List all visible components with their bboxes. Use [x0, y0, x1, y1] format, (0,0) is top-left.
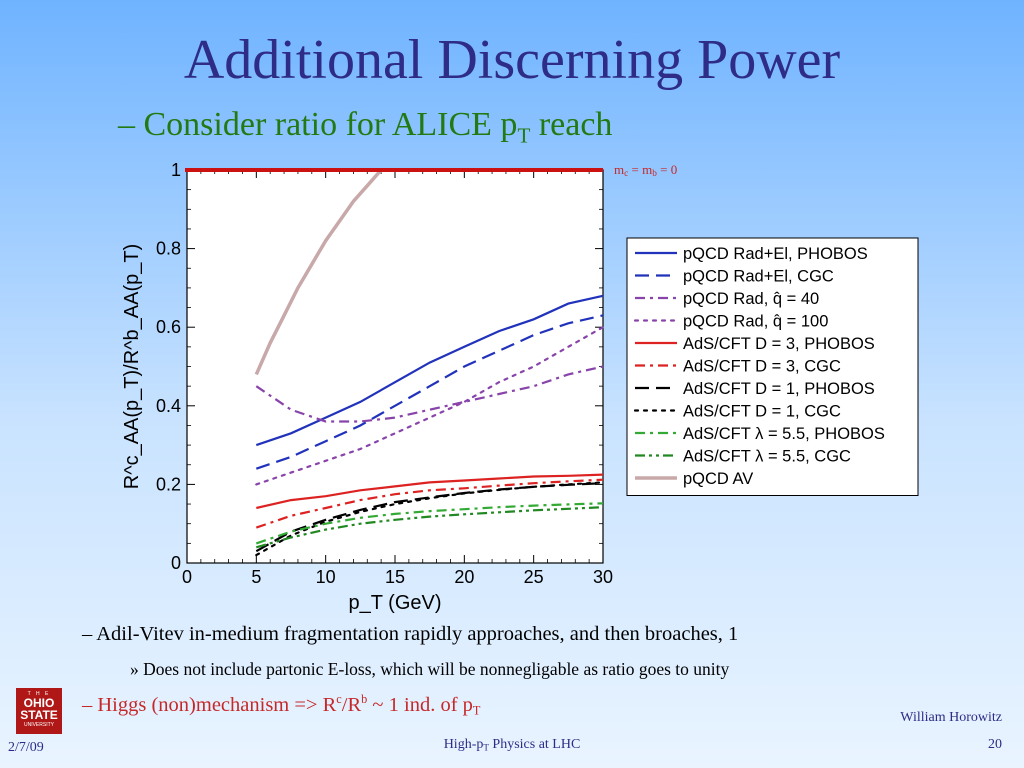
- legend-label: AdS/CFT D = 1, PHOBOS: [683, 380, 875, 398]
- series-line-3: [255, 326, 605, 486]
- series-line-1: [255, 314, 604, 470]
- x-tick-label: 0: [182, 567, 192, 587]
- bullet3-sub: T: [472, 703, 481, 718]
- series-line-8: [255, 502, 604, 545]
- y-tick-label: 0.6: [156, 317, 181, 337]
- x-tick-label: 5: [251, 567, 261, 587]
- bullet3-a: – Higgs (non)mechanism => R: [82, 693, 337, 716]
- mass-annotation: mc = mb = 0: [614, 162, 677, 179]
- logo-top: T H E: [27, 691, 51, 697]
- x-axis-label: p_T (GeV): [349, 592, 442, 614]
- series-line-5: [255, 478, 604, 529]
- y-tick-label: 0.2: [156, 474, 181, 494]
- slide-title: Additional Discerning Power: [183, 29, 841, 91]
- bullet3-sup2: b: [361, 692, 368, 706]
- plot-area: [186, 169, 604, 564]
- footer-author: William Horowitz: [900, 710, 1002, 725]
- legend-label: AdS/CFT D = 3, PHOBOS: [683, 335, 875, 353]
- legend-label: AdS/CFT λ = 5.5, PHOBOS: [683, 425, 885, 443]
- subtitle-prefix: – Consider ratio for ALICE p: [118, 106, 518, 143]
- chart-container: 0 5 10 15 20 25 30 0 0.2 0.4 0.6 0.8 1 p_T (GeV) R^c_A…: [110, 155, 930, 625]
- x-tick-label: 15: [385, 567, 405, 587]
- bullet-adil-vitev: – Adil-Vitev in-medium fragmentation rap…: [82, 623, 739, 645]
- subtitle-sub: T: [517, 123, 531, 148]
- footer-title: High-pT Physics at LHC: [0, 737, 1024, 753]
- page-number: 20: [988, 737, 1002, 752]
- series-line-9: [256, 506, 604, 549]
- legend-label: pQCD Rad, q̂ = 40: [683, 290, 819, 308]
- series-line-0: [255, 294, 604, 447]
- mass-mid: = m: [628, 162, 653, 177]
- bullet3-c: ~ 1 ind. of p: [367, 693, 473, 716]
- ohio-state-logo: T H E OHIO STATE UNIVERSITY: [16, 688, 62, 734]
- ratio-chart: 0 5 10 15 20 25 30 0 0.2 0.4 0.6 0.8 1 p_T (GeV) R^c_A…: [121, 160, 919, 614]
- subtitle-suffix: reach: [530, 106, 613, 143]
- mass-a: m: [614, 162, 625, 177]
- series-line-7: [255, 481, 605, 557]
- legend-label: pQCD Rad+El, CGC: [683, 268, 834, 286]
- legend-label: AdS/CFT D = 3, CGC: [683, 358, 841, 376]
- y-tick-label: 0.4: [156, 396, 181, 416]
- bullet-partonic-eloss: » Does not include partonic E-loss, whic…: [130, 659, 730, 679]
- legend-label: pQCD AV: [683, 470, 753, 488]
- bullet3-sup1: c: [336, 692, 342, 706]
- x-tick-label: 10: [316, 567, 336, 587]
- legend-box: [626, 237, 919, 496]
- logo-bottom: UNIVERSITY: [23, 722, 54, 728]
- legend-label: AdS/CFT D = 1, CGC: [683, 403, 841, 421]
- y-tick-label: 1: [171, 160, 181, 180]
- series-line-2: [255, 365, 604, 423]
- logo-line1: OHIO: [23, 696, 55, 710]
- bullet-higgs: – Higgs (non)mechanism => Rc/Rb ~ 1 ind.…: [82, 692, 480, 719]
- footer-center-a: High-p: [443, 737, 484, 752]
- y-tick-label: 0.8: [156, 239, 181, 259]
- footer-center-b: Physics at LHC: [488, 737, 581, 752]
- x-tick-label: 20: [454, 567, 474, 587]
- legend-label: AdS/CFT λ = 5.5, CGC: [683, 448, 851, 466]
- x-tick-label: 30: [593, 567, 613, 587]
- y-tick-label: 0: [171, 553, 181, 573]
- y-axis-label: R^c_AA(p_T)/R^b_AA(p_T): [121, 244, 143, 490]
- slide-subtitle: – Consider ratio for ALICE pT reach: [118, 106, 612, 148]
- mass-b-sub: b: [652, 168, 657, 179]
- series-line-4: [256, 473, 604, 510]
- series-line-10: [254, 168, 383, 376]
- footer-center-sub: T: [483, 742, 489, 753]
- x-tick-label: 25: [524, 567, 544, 587]
- logo-line2: STATE: [20, 708, 58, 722]
- footer-date: 2/7/09: [8, 740, 44, 755]
- bullet3-b: /R: [341, 693, 362, 716]
- mass-end: = 0: [656, 162, 678, 177]
- legend-label: pQCD Rad, q̂ = 100: [683, 313, 828, 331]
- mass-a-sub: c: [624, 168, 629, 179]
- legend-label: pQCD Rad+El, PHOBOS: [683, 245, 868, 263]
